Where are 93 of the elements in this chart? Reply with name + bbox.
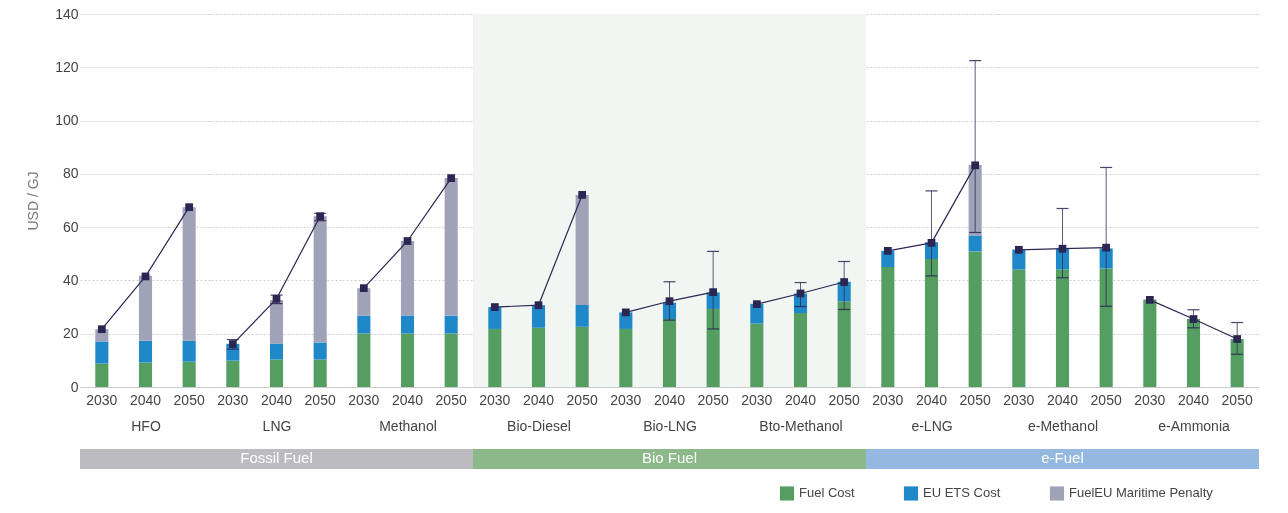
x-axis-title: Bto-Methanol [759, 417, 843, 434]
x-axis-title: Bio-LNG [643, 417, 697, 434]
bar [269, 359, 284, 387]
bar [226, 360, 240, 387]
x-tick-label: 2040 [784, 391, 817, 408]
bar [968, 251, 982, 387]
x-axis-title: Methanol [379, 417, 437, 434]
y-tick-label: 0 [70, 378, 79, 395]
text: e-Fuel [866, 449, 1259, 469]
point [97, 325, 106, 334]
bar [269, 343, 284, 360]
bar [313, 359, 327, 387]
x-tick-label: 2050 [828, 391, 860, 408]
bar [924, 259, 939, 387]
bar [357, 333, 371, 387]
bar [138, 340, 153, 363]
bar [357, 315, 371, 334]
x-tick-label: 2030 [348, 391, 380, 408]
x-tick-label: 2030 [86, 391, 118, 408]
x-tick-label: 2050 [435, 391, 467, 408]
bar [400, 241, 415, 316]
bar [793, 312, 808, 387]
legend-label: EU ETS Cost [923, 485, 1001, 501]
legend-label: Fuel Cost [799, 485, 856, 501]
bar [706, 308, 720, 387]
x-tick-label: 2040 [522, 391, 555, 408]
bar [531, 327, 546, 387]
y-axis-title: USD / GJ [25, 171, 42, 231]
x-tick-label: 2050 [959, 391, 991, 408]
bar [357, 288, 371, 316]
y-tick-label: 60 [62, 218, 79, 235]
point [185, 203, 194, 212]
x-tick-label: 2030 [610, 391, 642, 408]
x-tick-label: 2030 [217, 391, 249, 408]
x-tick-label: 2030 [872, 391, 904, 408]
bar [95, 363, 109, 387]
bar [837, 301, 851, 387]
bar [95, 341, 109, 364]
text: Fossil Fuel [80, 449, 473, 469]
bar [750, 323, 764, 387]
y-tick-label: 120 [55, 58, 79, 75]
bar [575, 194, 589, 305]
y-tick-label: 100 [55, 112, 79, 129]
bar [400, 315, 415, 334]
legend-label: FuelEU Maritime Penalty [1069, 485, 1214, 501]
x-tick-label: 2040 [1177, 391, 1210, 408]
bar [1099, 268, 1113, 387]
text: Bio Fuel [473, 449, 866, 469]
x-tick-label: 2030 [741, 391, 773, 408]
bar [269, 299, 284, 344]
bar [575, 304, 589, 327]
x-axis-title: LNG [262, 417, 292, 434]
x-tick-label: 2030 [479, 391, 511, 408]
x-tick-label: 2050 [173, 391, 205, 408]
bar [313, 342, 327, 360]
x-axis-title: HFO [131, 417, 161, 434]
bar [619, 328, 633, 387]
bar [575, 326, 589, 387]
x-tick-label: 2040 [915, 391, 948, 408]
y-tick-label: 20 [62, 325, 79, 342]
x-tick-label: 2040 [1046, 391, 1079, 408]
x-tick-label: 2040 [653, 391, 686, 408]
x-axis-title: e-Ammonia [1158, 417, 1230, 434]
x-axis-title: e-Methanol [1027, 417, 1099, 434]
bar [182, 207, 196, 341]
y-tick-label: 80 [62, 165, 79, 182]
bar [1012, 269, 1026, 387]
x-axis-title: Bio-Diesel [507, 417, 571, 434]
x-tick-label: 2040 [391, 391, 424, 408]
bar [444, 333, 458, 387]
x-tick-label: 2050 [304, 391, 336, 408]
x-tick-label: 2030 [1003, 391, 1035, 408]
bar [444, 178, 458, 316]
bar [444, 315, 458, 334]
x-tick-label: 2030 [1134, 391, 1166, 408]
x-tick-label: 2050 [1221, 391, 1253, 408]
x-tick-label: 2050 [566, 391, 598, 408]
bar [662, 319, 677, 387]
bar [182, 340, 196, 362]
x-tick-label: 2040 [129, 391, 162, 408]
bar [488, 328, 502, 387]
y-tick-label: 140 [55, 5, 79, 22]
bar [1055, 269, 1070, 387]
bar [182, 361, 196, 387]
bar [138, 275, 153, 341]
bar [881, 267, 895, 387]
x-axis-title: e-LNG [911, 417, 953, 434]
x-tick-label: 2050 [1090, 391, 1122, 408]
x-tick-label: 2040 [260, 391, 293, 408]
bar [400, 333, 415, 387]
y-tick-label: 40 [62, 271, 79, 288]
bar [138, 362, 153, 387]
x-tick-label: 2050 [697, 391, 729, 408]
